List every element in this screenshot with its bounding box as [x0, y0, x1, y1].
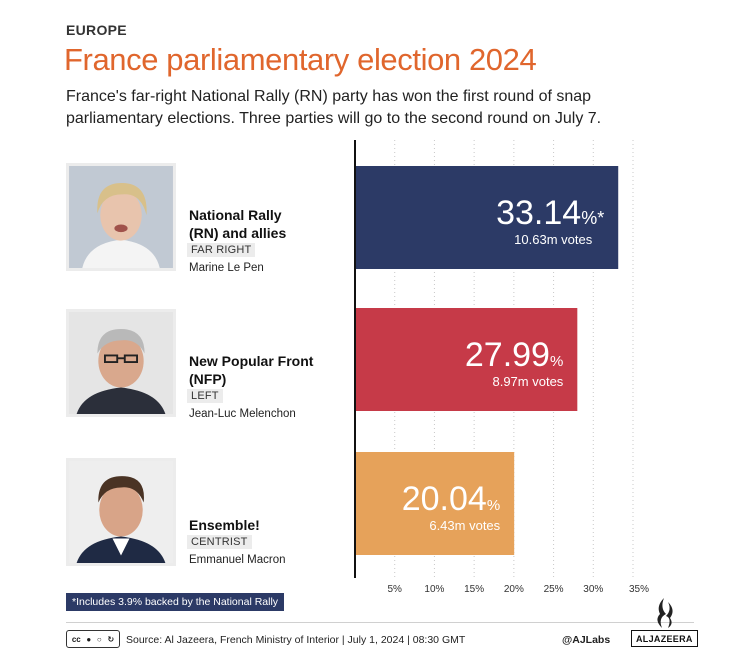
party-name-line2: (RN) and allies [189, 225, 287, 241]
section-kicker: EUROPE [66, 22, 127, 38]
bar-value-number-0: 33.14 [496, 194, 581, 232]
cc-by-icon: ● [86, 634, 92, 644]
x-tick-label-5: 5% [387, 584, 402, 595]
footer-divider [66, 622, 694, 623]
x-tick-label-10: 10% [424, 584, 444, 595]
leader-ensemble: Emmanuel Macron [189, 554, 286, 566]
x-tick-label-20: 20% [504, 584, 524, 595]
x-tick-label-15: 15% [464, 584, 484, 595]
bar-2 [355, 452, 515, 555]
portrait-le-pen-icon [69, 166, 173, 268]
cc-sa-icon: ↻ [107, 634, 115, 644]
aljazeera-emblem-icon [657, 598, 673, 628]
party-tag-nfp: LEFT [187, 389, 223, 403]
bar-value-label-2: 20.04% [402, 480, 500, 518]
ajlabs-handle: @AJLabs [562, 634, 611, 646]
bar-1 [355, 308, 578, 411]
portrait-melenchon-icon [69, 312, 173, 414]
portrait-macron-icon [69, 461, 173, 563]
bar-votes-label-1: 8.97m votes [492, 374, 563, 389]
bar-value-label-0: 33.14%* [496, 194, 604, 232]
party-name-rn: National Rally (RN) and allies [189, 206, 349, 242]
party-tag-rn: FAR RIGHT [187, 243, 256, 257]
party-name-line1: New Popular Front [189, 353, 314, 369]
page-subtitle: France's far-right National Rally (RN) p… [66, 88, 602, 127]
leader-nfp: Jean-Luc Melenchon [189, 408, 296, 420]
bar-value-suffix-0: %* [581, 208, 604, 228]
party-name-line2: (NFP) [189, 371, 227, 387]
x-tick-label-30: 30% [583, 584, 603, 595]
cc-label: cc [71, 634, 81, 644]
x-tick-label-35: 35% [629, 584, 649, 595]
marine-le-pen-photo [66, 163, 176, 271]
x-tick-label-25: 25% [544, 584, 564, 595]
creative-commons-icon: cc ● ○ ↻ [66, 630, 120, 648]
bar-votes-label-0: 10.63m votes [514, 232, 593, 247]
bar-value-suffix-1: % [550, 353, 563, 370]
cc-nc-icon: ○ [96, 634, 102, 644]
emmanuel-macron-photo [66, 458, 176, 566]
source-line: Source: Al Jazeera, French Ministry of I… [126, 634, 466, 646]
party-name-line1: National Rally [189, 207, 282, 223]
bar-0 [355, 166, 619, 269]
jean-luc-melenchon-photo [66, 309, 176, 417]
bar-value-number-2: 20.04 [402, 480, 487, 518]
bar-value-suffix-2: % [487, 497, 500, 514]
aljazeera-wordmark: ALJAZEERA [631, 630, 698, 647]
leader-rn: Marine Le Pen [189, 262, 264, 274]
bar-value-number-1: 27.99 [465, 336, 550, 374]
party-tag-ensemble: CENTRIST [187, 535, 252, 549]
footnote-badge: *Includes 3.9% backed by the National Ra… [66, 593, 285, 611]
party-name-ensemble: Ensemble! [189, 516, 349, 534]
party-name-nfp: New Popular Front (NFP) [189, 352, 349, 388]
bar-votes-label-2: 6.43m votes [429, 518, 500, 533]
page-title: France parliamentary election 2024 [64, 42, 537, 77]
party-name-line1: Ensemble! [189, 517, 260, 533]
bar-value-label-1: 27.99% [465, 336, 563, 374]
